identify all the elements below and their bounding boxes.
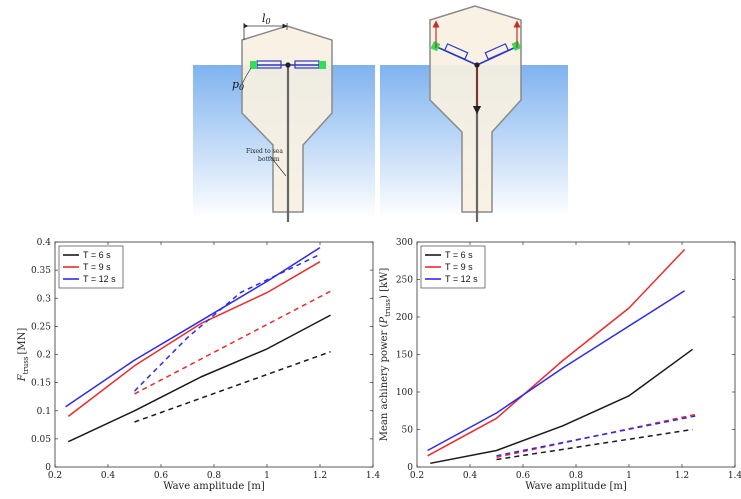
schematic-right [380, 5, 568, 222]
series-line-1 [67, 261, 321, 417]
x-axis-label: Wave amplitude [m] [525, 481, 627, 492]
chart-truss-force: 0.2 0.4 0.6 0.8 1 1.2 1.4 0 0.05 0.1 0.15 0.2 0.25 0.… [17, 238, 380, 492]
y-tick-label: 250 [396, 276, 413, 286]
x-tick-label: 0.4 [463, 471, 478, 481]
piston-right-b [484, 43, 510, 61]
y-tick-label: 0.2 [37, 351, 51, 361]
y-tick-label: 0.1 [37, 407, 51, 417]
series-line-dashed-3 [134, 350, 331, 423]
series-line-dashed-5 [496, 415, 696, 457]
x-tick-label: 1 [264, 471, 270, 481]
pad-left-b [319, 61, 326, 69]
series-line-0 [430, 348, 694, 465]
l0-label: l0 [262, 12, 271, 26]
y-tick-label: 100 [396, 388, 413, 398]
y-tick-label: 200 [396, 313, 413, 323]
x-tick-label: 1.4 [366, 471, 381, 481]
legend-entry: T = 12 s [83, 274, 116, 284]
y-axis-label: Ftruss[MN] [17, 328, 30, 383]
series-line-1 [427, 248, 686, 457]
x-tick-label: 1.2 [675, 471, 689, 481]
legend-entry: T = 6 s [83, 250, 111, 260]
x-tick-label: 1 [626, 471, 632, 481]
y-tick-label: 0 [407, 463, 413, 473]
p0-label: p0 [232, 78, 244, 92]
schematic-left: l0 p0 Fixed to sea bottom [193, 12, 375, 222]
x-tick-label: 0.8 [207, 471, 222, 481]
legend-entry: T = 12 s [445, 274, 478, 284]
legend-entry: T = 6 s [445, 250, 473, 260]
y-tick-label: 0.35 [31, 266, 51, 276]
x-tick-label: 1.2 [313, 471, 327, 481]
y-tick-label: 150 [396, 351, 413, 361]
y-tick-label: 0.3 [37, 294, 52, 304]
fixed-note: Fixed to sea bottom [246, 148, 283, 163]
y-tick-label: 0.25 [31, 322, 51, 332]
y-tick-label: 50 [402, 426, 414, 436]
series-line-2 [65, 246, 321, 408]
x-tick-label: 1.4 [728, 471, 741, 481]
y-tick-label: 0.05 [31, 435, 51, 445]
x-tick-label: 0.6 [516, 471, 531, 481]
piston-right-a [443, 43, 469, 61]
series-line-2 [427, 290, 686, 452]
legend-entry: T = 9 s [445, 262, 473, 272]
y-tick-label: 0 [45, 463, 51, 473]
x-tick-label: 0.4 [101, 471, 116, 481]
x-tick-label: 0.6 [154, 471, 169, 481]
x-tick-label: 0.8 [569, 471, 584, 481]
y-tick-label: 0.4 [37, 238, 52, 248]
y-tick-label: 0.15 [31, 379, 51, 389]
chart-mean-power: 0.2 0.4 0.6 0.8 1 1.2 1.4 0 50 100 150 200 250 300 Wav… [379, 238, 741, 492]
y-axis-label: Mean achinery power (Ptruss) [kW] [379, 268, 392, 442]
pad-left-a [250, 61, 257, 69]
y-tick-label: 300 [396, 238, 413, 248]
x-axis-label: Wave amplitude [m] [163, 481, 265, 492]
series-line-dashed-5 [133, 253, 321, 392]
x-tick-label: 0.2 [410, 471, 424, 481]
series-line-dashed-3 [496, 428, 693, 461]
series-line-dashed-4 [134, 289, 334, 395]
legend-entry: T = 9 s [83, 262, 111, 272]
series-line-0 [67, 314, 331, 443]
x-tick-label: 0.2 [48, 471, 62, 481]
